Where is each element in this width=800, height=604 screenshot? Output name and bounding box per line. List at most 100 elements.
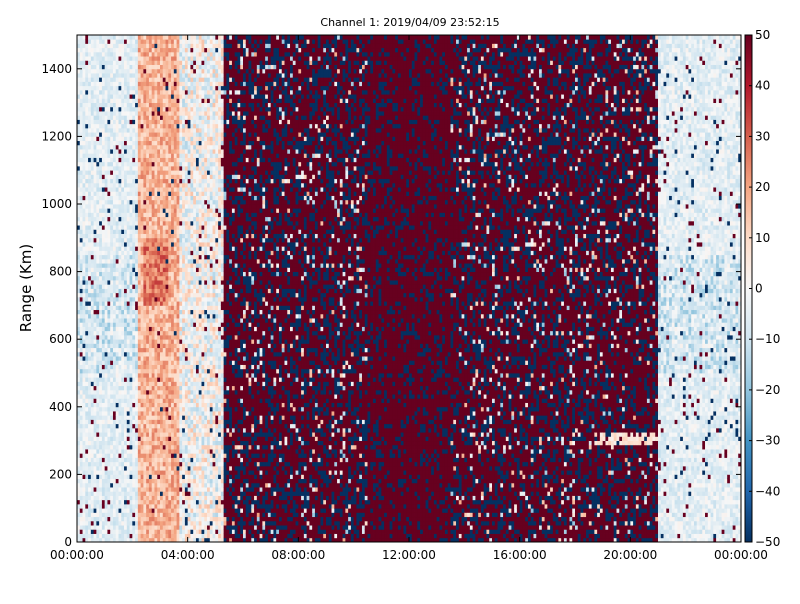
heatmap-cell [143,182,147,188]
heatmap-cell [115,127,119,133]
heatmap-cell [99,111,103,116]
heatmap-cell [82,402,86,408]
heatmap-cell [79,402,83,408]
heatmap-cell [190,470,194,475]
heatmap-cell [137,360,142,365]
heatmap-cell [184,305,189,311]
heatmap-cell [143,499,147,505]
heatmap-cell [85,157,89,163]
heatmap-cell [157,465,161,471]
heatmap-cell [93,415,97,420]
heatmap-cell [132,77,136,82]
heatmap-cell [118,132,122,137]
heatmap-cell [146,68,150,74]
heatmap-cell [165,208,169,213]
heatmap-cell [126,102,130,108]
heatmap-cell [115,271,119,277]
heatmap-cell [187,68,191,74]
heatmap-cell [126,216,130,222]
heatmap-cell [171,427,175,433]
heatmap-cell [118,364,122,370]
heatmap-cell [101,360,106,365]
heatmap-cell [121,106,125,112]
heatmap-cell [82,153,86,158]
heatmap-cell [182,195,186,201]
heatmap-cell [101,453,106,458]
heatmap-cell [121,123,125,129]
heatmap-cell [121,296,125,302]
heatmap-cell [168,191,172,196]
heatmap-cell [146,102,150,108]
heatmap-cell [124,123,128,129]
heatmap-cell [173,161,177,167]
heatmap-cell [160,398,164,403]
heatmap-cell [107,508,111,513]
heatmap-cell [124,73,128,78]
heatmap-cell [146,280,150,285]
heatmap-cell [88,296,92,302]
heatmap-cell [162,339,166,344]
heatmap-cell [173,449,177,454]
heatmap-cell [173,330,177,336]
heatmap-cell [121,453,125,458]
heatmap-cell [184,461,189,467]
heatmap-cell [162,313,166,319]
heatmap-cell [187,94,191,99]
heatmap-cell [165,47,169,53]
heatmap-cell [157,292,161,298]
heatmap-cell [168,347,172,353]
heatmap-cell [85,35,89,40]
heatmap-cell [124,389,128,395]
heatmap-cell [132,60,136,65]
heatmap-cell [110,330,114,336]
heatmap-cell [115,195,119,201]
heatmap-cell [179,47,183,53]
heatmap-cell [112,225,117,230]
heatmap-cell [107,85,111,91]
heatmap-cell [101,377,106,382]
heatmap-cell [135,85,139,91]
heatmap-cell [137,35,142,40]
heatmap-cell [182,457,186,463]
heatmap-cell [184,339,189,344]
heatmap-cell [148,51,153,57]
heatmap-cell [88,51,92,57]
heatmap-cell [140,427,144,433]
heatmap-cell [88,339,92,344]
heatmap-cell [99,187,103,192]
heatmap-cell [93,102,97,108]
heatmap-cell [151,140,155,146]
heatmap-cell [162,115,166,120]
heatmap-cell [93,411,97,416]
heatmap-cell [154,216,158,222]
heatmap-cell [93,394,97,399]
heatmap-cell [182,326,186,332]
heatmap-cell [110,398,114,403]
heatmap-cell [112,389,117,395]
heatmap-cell [79,216,83,222]
heatmap-cell [135,94,139,99]
heatmap-cell [140,457,144,463]
heatmap-cell [124,296,128,302]
heatmap-cell [179,364,183,370]
heatmap-cell [179,512,183,518]
heatmap-cell [179,149,183,154]
heatmap-cell [151,47,155,53]
heatmap-cell [187,89,191,95]
heatmap-cell [165,381,169,387]
heatmap-cell [77,533,81,539]
heatmap-cell [143,436,147,442]
heatmap-cell [121,51,125,57]
heatmap-cell [148,199,153,205]
heatmap-cell [112,271,117,277]
heatmap-cell [90,512,94,518]
heatmap-cell [88,229,92,234]
heatmap-cell [121,81,125,87]
heatmap-cell [176,520,180,526]
heatmap-cell [101,411,106,416]
heatmap-cell [140,330,144,336]
heatmap-cell [135,195,139,201]
heatmap-cell [93,106,97,112]
heatmap-cell [124,385,128,391]
heatmap-cell [79,343,83,349]
